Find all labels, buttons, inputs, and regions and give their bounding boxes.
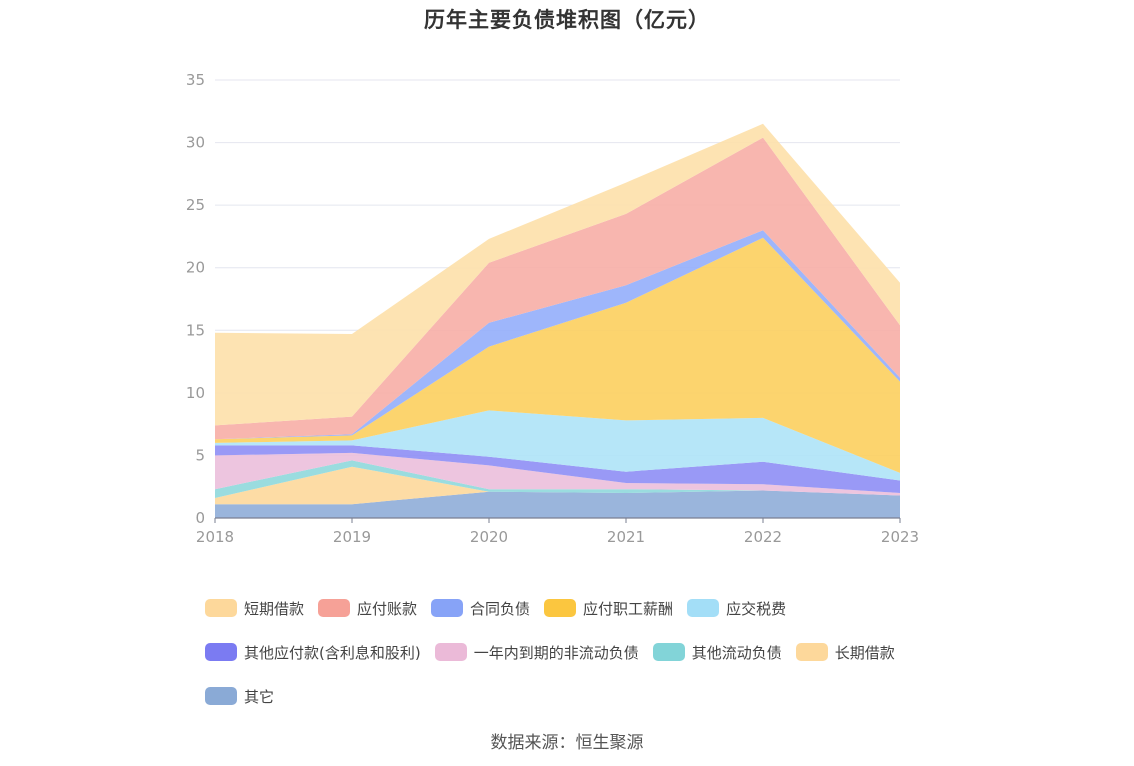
area-series-5 bbox=[215, 410, 900, 481]
data-source-note: 数据来源：恒生聚源 bbox=[490, 733, 644, 753]
area-series-6 bbox=[215, 237, 900, 473]
legend-label: 应付账款 bbox=[357, 599, 418, 618]
x-tick-label: 2023 bbox=[881, 528, 919, 546]
area-series-8 bbox=[215, 137, 900, 440]
area-series-3 bbox=[215, 452, 900, 496]
legend-swatch bbox=[687, 599, 720, 617]
legend-label: 短期借款 bbox=[244, 599, 305, 618]
y-tick-label: 25 bbox=[186, 196, 205, 214]
legend-item[interactable]: 其它 bbox=[205, 686, 274, 706]
chart-legend: 短期借款 应付账款 合同负债 应付职工薪酬 应交税费其他应付款(含利息和股利) 一年内到期… bbox=[205, 598, 965, 706]
y-tick-label: 30 bbox=[186, 134, 205, 152]
chart-title: 历年主要负债堆积图（亿元） bbox=[424, 8, 710, 32]
legend-label: 其他流动负债 bbox=[691, 643, 782, 662]
legend-item[interactable]: 应付职工薪酬 bbox=[544, 598, 673, 618]
x-tick-label: 2021 bbox=[607, 528, 645, 546]
area-series-0 bbox=[215, 490, 900, 518]
legend-label: 一年内到期的非流动负债 bbox=[473, 643, 639, 662]
y-tick-label: 20 bbox=[186, 259, 205, 277]
legend-item[interactable]: 长期借款 bbox=[795, 642, 895, 662]
legend-swatch bbox=[318, 599, 351, 617]
legend-item[interactable]: 其他流动负债 bbox=[652, 642, 782, 662]
legend-label: 其他应付款(含利息和股利) bbox=[244, 643, 421, 662]
area-series-4 bbox=[215, 445, 900, 493]
legend-item[interactable]: 其他应付款(含利息和股利) bbox=[205, 642, 421, 662]
x-tick-label: 2018 bbox=[196, 528, 234, 546]
legend-swatch bbox=[205, 599, 237, 617]
legend-item[interactable]: 一年内到期的非流动负债 bbox=[434, 642, 639, 662]
y-tick-label: 35 bbox=[186, 71, 205, 89]
legend-item[interactable]: 短期借款 bbox=[205, 598, 304, 618]
legend-label: 其它 bbox=[244, 687, 275, 706]
legend-swatch bbox=[431, 599, 464, 617]
x-tick-label: 2022 bbox=[744, 528, 782, 546]
legend-item[interactable]: 合同负债 bbox=[431, 598, 530, 618]
legend-swatch bbox=[205, 643, 237, 661]
stacked-area-chart: 0 5 10 15 20 25 30 35 2018 2019 2020 2021 2022 2023 bbox=[186, 71, 919, 546]
y-tick-label: 0 bbox=[195, 509, 205, 527]
legend-item[interactable]: 应付账款 bbox=[318, 598, 417, 618]
x-tick-label: 2019 bbox=[333, 528, 371, 546]
legend-swatch bbox=[544, 599, 577, 617]
legend-label: 应交税费 bbox=[726, 599, 787, 618]
legend-swatch bbox=[434, 643, 467, 661]
legend-label: 应付职工薪酬 bbox=[583, 599, 674, 618]
legend-item[interactable]: 应交税费 bbox=[687, 598, 786, 618]
legend-swatch bbox=[795, 643, 828, 661]
area-series-9 bbox=[215, 123, 900, 426]
y-tick-label: 5 bbox=[195, 446, 205, 464]
x-tick-label: 2020 bbox=[470, 528, 508, 546]
area-series-1 bbox=[215, 466, 900, 505]
y-tick-label: 10 bbox=[186, 384, 205, 402]
legend-label: 合同负债 bbox=[470, 599, 531, 618]
legend-swatch bbox=[205, 687, 237, 705]
area-series-2 bbox=[215, 460, 900, 498]
legend-swatch bbox=[652, 643, 685, 661]
legend-label: 长期借款 bbox=[834, 643, 895, 662]
y-tick-label: 15 bbox=[186, 321, 205, 339]
